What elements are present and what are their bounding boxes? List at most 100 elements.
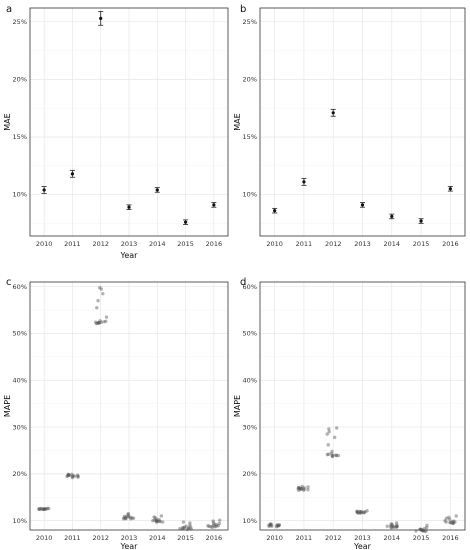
data-point bbox=[277, 523, 282, 527]
data-point bbox=[122, 514, 127, 519]
data-point bbox=[213, 525, 217, 529]
data-point bbox=[418, 527, 423, 531]
x-tick-label: 2012 bbox=[325, 240, 342, 248]
data-point bbox=[152, 518, 157, 522]
data-point bbox=[126, 514, 131, 518]
data-point bbox=[37, 507, 41, 511]
data-point bbox=[66, 473, 71, 477]
mean-point bbox=[360, 203, 365, 207]
data-point bbox=[216, 524, 221, 528]
data-point bbox=[355, 510, 360, 514]
data-point bbox=[362, 510, 366, 515]
data-point bbox=[121, 517, 126, 521]
data-point bbox=[275, 523, 279, 527]
plot-frame bbox=[259, 281, 466, 531]
y-tick-label: 40% bbox=[243, 376, 257, 384]
data-point bbox=[217, 521, 222, 526]
mean-point bbox=[99, 16, 103, 20]
data-point bbox=[267, 523, 271, 528]
x-tick-label: 2014 bbox=[384, 534, 401, 542]
data-point bbox=[277, 523, 281, 528]
y-tick-label: 25% bbox=[243, 18, 257, 26]
data-point bbox=[424, 529, 428, 533]
data-point bbox=[211, 519, 215, 523]
data-point bbox=[268, 522, 273, 526]
data-point bbox=[450, 519, 454, 524]
x-tick-label: 2010 bbox=[36, 534, 53, 542]
data-point bbox=[276, 524, 281, 528]
data-point bbox=[394, 525, 399, 529]
data-point bbox=[188, 525, 193, 529]
data-point bbox=[357, 511, 361, 515]
data-point bbox=[188, 523, 192, 528]
data-point bbox=[330, 449, 334, 454]
data-point bbox=[126, 512, 130, 517]
data-point bbox=[214, 524, 218, 528]
data-point bbox=[394, 521, 399, 525]
y-tick-label: 20% bbox=[13, 470, 27, 478]
data-point bbox=[209, 525, 213, 529]
data-point bbox=[75, 473, 80, 477]
data-point bbox=[269, 522, 274, 527]
data-point bbox=[325, 452, 330, 457]
data-point bbox=[102, 320, 106, 324]
y-tick-label: 30% bbox=[243, 423, 257, 431]
data-point bbox=[331, 453, 335, 457]
y-tick-label: 60% bbox=[13, 283, 27, 291]
x-tick-label: 2012 bbox=[325, 534, 342, 542]
mean-point bbox=[419, 219, 423, 223]
data-point bbox=[122, 516, 126, 520]
data-point bbox=[66, 472, 71, 477]
data-point bbox=[306, 488, 310, 492]
data-point bbox=[215, 523, 219, 527]
data-point bbox=[96, 299, 100, 303]
data-point bbox=[360, 510, 364, 514]
x-tick-label: 2012 bbox=[92, 240, 109, 248]
data-point bbox=[180, 527, 184, 531]
x-tick-label: 2012 bbox=[92, 534, 109, 542]
data-point bbox=[297, 486, 302, 491]
mean-point bbox=[127, 205, 131, 209]
data-point bbox=[41, 507, 45, 512]
y-tick-label: 10% bbox=[13, 517, 27, 525]
data-point bbox=[414, 529, 418, 533]
y-axis-title: MAE bbox=[233, 113, 242, 130]
data-point bbox=[275, 524, 279, 528]
data-point bbox=[355, 509, 359, 513]
data-point bbox=[151, 518, 155, 523]
x-tick-label: 2011 bbox=[64, 534, 81, 542]
data-point bbox=[299, 486, 304, 491]
data-point bbox=[355, 510, 360, 514]
y-tick-label: 15% bbox=[13, 133, 27, 141]
data-point bbox=[385, 524, 389, 528]
data-point bbox=[325, 432, 329, 436]
data-point bbox=[302, 486, 307, 490]
x-tick-label: 2014 bbox=[149, 534, 166, 542]
data-point bbox=[39, 506, 43, 511]
data-point bbox=[76, 474, 80, 478]
y-tick-label: 20% bbox=[243, 470, 257, 478]
x-tick-label: 2010 bbox=[266, 534, 283, 542]
x-axis-title: Year bbox=[120, 251, 139, 260]
data-point bbox=[268, 523, 273, 528]
data-point bbox=[330, 454, 335, 459]
data-point bbox=[66, 473, 71, 477]
data-point bbox=[37, 507, 42, 512]
mean-point bbox=[155, 188, 159, 192]
data-point bbox=[296, 485, 301, 490]
x-tick-label: 2015 bbox=[177, 240, 194, 248]
x-tick-label: 2015 bbox=[413, 240, 430, 248]
data-point bbox=[161, 520, 165, 524]
data-point bbox=[298, 487, 303, 491]
x-tick-label: 2016 bbox=[442, 534, 459, 542]
data-point bbox=[359, 511, 363, 515]
data-point bbox=[362, 510, 366, 515]
x-axis-title: Year bbox=[120, 542, 139, 550]
data-point bbox=[41, 507, 46, 511]
data-point bbox=[448, 520, 452, 525]
x-tick-label: 2011 bbox=[64, 240, 81, 248]
data-point bbox=[329, 452, 333, 456]
data-point bbox=[420, 528, 424, 532]
data-point bbox=[390, 524, 394, 528]
